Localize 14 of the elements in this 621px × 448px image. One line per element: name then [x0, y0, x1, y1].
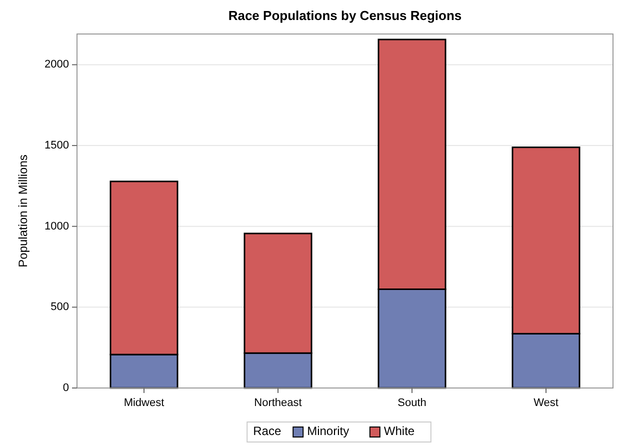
legend-title: Race	[253, 424, 282, 438]
y-tick-label: 500	[50, 301, 69, 314]
x-tick-label: Northeast	[254, 397, 302, 409]
legend-label: Minority	[307, 424, 350, 438]
x-tick-label: Midwest	[124, 397, 164, 409]
y-tick-label: 1000	[44, 220, 69, 232]
y-tick-label: 0	[62, 382, 69, 394]
y-tick-label: 2000	[44, 58, 69, 71]
legend-label: White	[384, 424, 415, 438]
chart-title: Race Populations by Census Regions	[228, 8, 462, 23]
x-tick-label: West	[534, 397, 558, 409]
x-tick-label: South	[398, 397, 426, 409]
y-axis-title: Population in Millions	[16, 154, 30, 268]
y-tick-label: 1500	[44, 139, 69, 152]
